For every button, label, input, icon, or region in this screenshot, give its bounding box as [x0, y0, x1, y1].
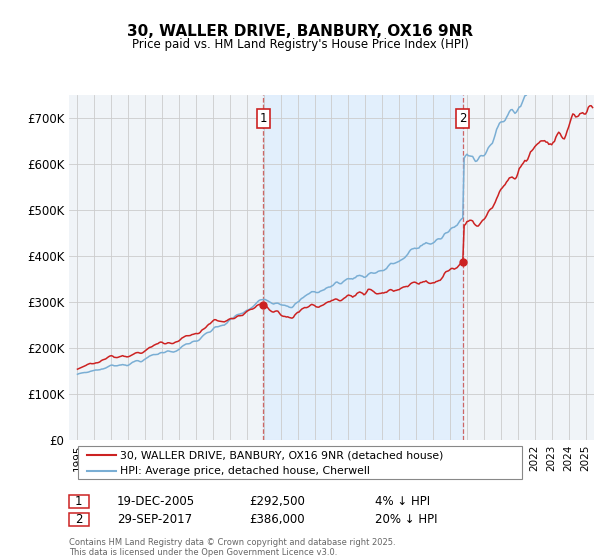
Text: 1: 1 — [75, 495, 83, 508]
Text: 30, WALLER DRIVE, BANBURY, OX16 9NR (detached house): 30, WALLER DRIVE, BANBURY, OX16 9NR (det… — [120, 450, 443, 460]
Text: 2: 2 — [75, 513, 83, 526]
Text: 4% ↓ HPI: 4% ↓ HPI — [375, 495, 430, 508]
Text: HPI: Average price, detached house, Cherwell: HPI: Average price, detached house, Cher… — [120, 466, 370, 475]
Text: 19-DEC-2005: 19-DEC-2005 — [117, 495, 195, 508]
Text: £292,500: £292,500 — [249, 495, 305, 508]
Text: 1: 1 — [259, 111, 267, 125]
Text: 20% ↓ HPI: 20% ↓ HPI — [375, 513, 437, 526]
Text: Price paid vs. HM Land Registry's House Price Index (HPI): Price paid vs. HM Land Registry's House … — [131, 38, 469, 50]
Text: 30, WALLER DRIVE, BANBURY, OX16 9NR: 30, WALLER DRIVE, BANBURY, OX16 9NR — [127, 24, 473, 39]
Text: 29-SEP-2017: 29-SEP-2017 — [117, 513, 192, 526]
Bar — [263, 95, 463, 440]
Text: £386,000: £386,000 — [249, 513, 305, 526]
Text: Contains HM Land Registry data © Crown copyright and database right 2025.
This d: Contains HM Land Registry data © Crown c… — [69, 538, 395, 557]
Text: 2: 2 — [459, 111, 466, 125]
